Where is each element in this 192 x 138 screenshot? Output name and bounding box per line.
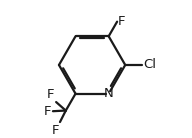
Text: F: F [118, 15, 125, 28]
Text: F: F [51, 124, 59, 137]
Text: F: F [47, 88, 55, 101]
Text: N: N [104, 87, 113, 100]
Text: Cl: Cl [143, 59, 156, 71]
Text: F: F [43, 105, 51, 118]
